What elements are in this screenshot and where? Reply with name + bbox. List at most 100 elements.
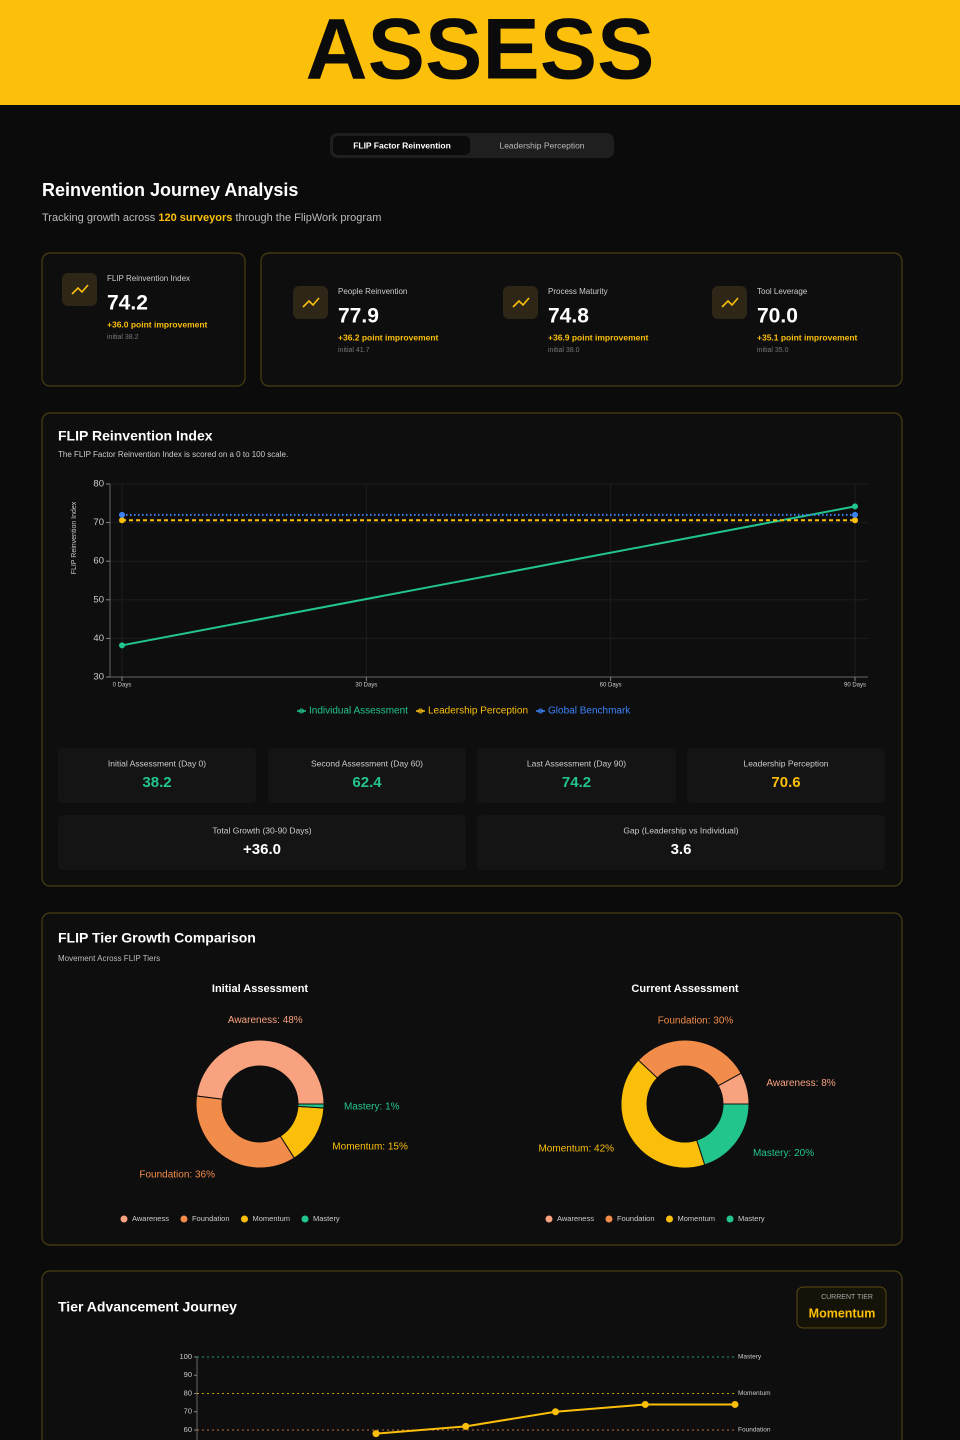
tab[interactable]: Leadership Perception: [499, 140, 584, 150]
tab[interactable]: FLIP Factor Reinvention: [353, 140, 451, 150]
legend-swatch: [417, 708, 423, 714]
kpi-change: +35.1 point improvement: [757, 332, 858, 342]
kpi-label: FLIP Reinvention Index: [107, 274, 190, 283]
legend-label: Mastery: [313, 1214, 340, 1223]
pie-slice: [195, 1095, 295, 1169]
stat-label: Initial Assessment (Day 0): [108, 758, 206, 768]
banner: [0, 0, 960, 105]
y-axis-label: FLIP Reinvention Index: [71, 501, 78, 574]
legend-swatch: [726, 1215, 734, 1223]
data-point: [852, 517, 858, 524]
legend-swatch: [545, 1215, 553, 1223]
legend-label: Leadership Perception: [428, 706, 528, 717]
stat-box: [268, 748, 466, 803]
data-point: [119, 511, 125, 518]
data-point: [731, 1400, 739, 1408]
slice-label: Awareness: 8%: [766, 1078, 835, 1089]
stat-value: 3.6: [671, 841, 692, 858]
y-tick-label: 50: [93, 594, 104, 605]
stat-label: Leadership Perception: [743, 758, 828, 768]
legend-label: Awareness: [132, 1214, 169, 1223]
kpi-initial: initial 35.0: [757, 347, 789, 354]
card-title: Tier Advancement Journey: [58, 1299, 237, 1315]
stat-value: 70.6: [771, 774, 800, 791]
kpi-icon-glyph: [512, 297, 530, 308]
kpi-initial: initial 38.0: [548, 347, 580, 354]
kpi-label: People Reinvention: [338, 287, 407, 296]
pie-title: Current Assessment: [631, 983, 739, 995]
y-tick-label: 100: [179, 1352, 192, 1361]
y-tick-label: 80: [93, 479, 104, 490]
stat-value: +36.0: [243, 841, 281, 858]
legend-swatch: [120, 1215, 128, 1223]
legend-label: Global Benchmark: [548, 706, 631, 717]
data-point: [119, 642, 125, 649]
threshold-label: Momentum: [738, 1390, 771, 1397]
stat-box: [58, 748, 256, 803]
x-tick-label: 90 Days: [844, 683, 866, 689]
slice-label: Momentum: 15%: [332, 1141, 408, 1152]
legend-swatch: [538, 708, 544, 714]
kpi-value: 70.0: [757, 305, 798, 328]
y-tick-label: 80: [184, 1388, 192, 1397]
kpi-change: +36.2 point improvement: [338, 332, 439, 342]
y-tick-label: 40: [93, 633, 104, 644]
legend-label: Momentum: [253, 1214, 291, 1223]
kpi-initial: initial 38.2: [107, 334, 139, 341]
series-line: [121, 505, 856, 647]
y-tick-label: 60: [184, 1425, 192, 1434]
slice-label: Mastery: 1%: [344, 1101, 400, 1112]
data-point: [372, 1430, 380, 1438]
pie-slice: [297, 1103, 325, 1109]
stat-value: 74.2: [562, 774, 591, 791]
stat-label: Last Assessment (Day 90): [527, 758, 626, 768]
subtitle-text: Tracking growth across: [42, 212, 156, 224]
legend-label: Foundation: [617, 1214, 655, 1223]
legend-swatch: [605, 1215, 613, 1223]
badge-label: CURRENT TIER: [821, 1294, 873, 1301]
y-tick-label: 70: [184, 1407, 192, 1416]
data-point: [852, 503, 858, 510]
badge-value: Momentum: [809, 1306, 876, 1320]
kpi-icon-glyph: [71, 284, 89, 295]
data-point: [462, 1422, 470, 1430]
legend-label: Momentum: [678, 1214, 716, 1223]
pie-slice: [195, 1039, 325, 1105]
x-tick-label: 60 Days: [600, 683, 622, 689]
kpi-label: Process Maturity: [548, 287, 608, 296]
y-tick-label: 70: [93, 517, 104, 528]
stat-value: 38.2: [142, 774, 171, 791]
banner-title: ASSESS: [306, 2, 655, 98]
card-title: FLIP Reinvention Index: [58, 428, 213, 444]
legend-label: Awareness: [557, 1214, 594, 1223]
kpi-initial: initial 41.7: [338, 347, 370, 354]
data-point: [552, 1408, 559, 1416]
threshold-label: Mastery: [738, 1354, 762, 1361]
legend-label: Foundation: [192, 1214, 230, 1223]
card-subtitle: The FLIP Factor Reinvention Index is sco…: [58, 450, 288, 459]
slice-label: Mastery: 20%: [753, 1148, 814, 1159]
legend-swatch: [180, 1215, 188, 1223]
stat-label: Total Growth (30-90 Days): [212, 825, 311, 835]
kpi-change: +36.9 point improvement: [548, 332, 649, 342]
pie-slice: [637, 1039, 742, 1087]
slice-label: Foundation: 36%: [139, 1170, 215, 1181]
data-point: [852, 511, 858, 518]
y-tick-label: 90: [184, 1370, 192, 1379]
y-tick-label: 60: [93, 556, 104, 567]
tier-badge: [796, 1286, 887, 1329]
slice-label: Momentum: 42%: [538, 1144, 614, 1155]
legend-label: Mastery: [738, 1214, 765, 1223]
active-tab[interactable]: [333, 136, 470, 155]
stat-label: Second Assessment (Day 60): [311, 758, 423, 768]
journey-card: [41, 1270, 903, 1440]
subtitle-highlight: 120 surveyors: [158, 212, 232, 224]
slice-label: Awareness: 48%: [228, 1015, 303, 1026]
legend-label: Individual Assessment: [309, 706, 408, 717]
kpi-change: +36.0 point improvement: [107, 319, 208, 329]
data-point: [119, 517, 125, 524]
legend-swatch: [241, 1215, 248, 1223]
card-title: FLIP Tier Growth Comparison: [58, 930, 256, 946]
slice-label: Foundation: 30%: [658, 1015, 734, 1026]
